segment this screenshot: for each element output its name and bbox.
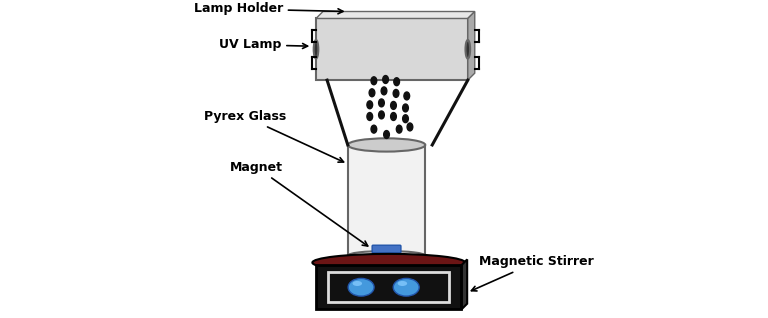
Ellipse shape (402, 115, 409, 123)
Ellipse shape (384, 131, 389, 138)
Bar (316, 18, 468, 80)
Ellipse shape (398, 281, 407, 286)
Bar (348, 145, 425, 256)
Ellipse shape (379, 111, 384, 119)
Ellipse shape (402, 104, 409, 112)
Ellipse shape (371, 77, 377, 85)
Polygon shape (462, 259, 467, 309)
Ellipse shape (369, 89, 375, 97)
Polygon shape (316, 11, 475, 18)
Ellipse shape (353, 281, 362, 286)
Ellipse shape (407, 123, 412, 131)
Ellipse shape (371, 125, 377, 133)
Ellipse shape (313, 40, 318, 59)
Ellipse shape (381, 87, 387, 95)
Ellipse shape (367, 113, 372, 121)
Ellipse shape (313, 254, 465, 271)
Ellipse shape (404, 92, 409, 100)
Ellipse shape (393, 89, 399, 97)
Polygon shape (468, 11, 475, 80)
Ellipse shape (391, 101, 396, 109)
Text: UV Lamp: UV Lamp (219, 38, 307, 51)
Ellipse shape (391, 113, 396, 121)
Ellipse shape (382, 76, 389, 83)
FancyBboxPatch shape (372, 245, 401, 253)
Text: Pyrex Glass: Pyrex Glass (204, 110, 343, 162)
Ellipse shape (396, 125, 402, 133)
Ellipse shape (379, 99, 384, 107)
Ellipse shape (367, 101, 372, 109)
Bar (328, 272, 449, 302)
Text: Magnet: Magnet (230, 161, 368, 246)
Text: Magnetic Stirrer: Magnetic Stirrer (472, 255, 594, 291)
Text: Lamp Holder: Lamp Holder (194, 3, 343, 16)
Bar (316, 265, 462, 309)
Ellipse shape (348, 138, 425, 152)
Ellipse shape (348, 278, 374, 296)
Ellipse shape (465, 40, 470, 59)
Ellipse shape (393, 278, 419, 296)
Ellipse shape (394, 78, 399, 86)
Ellipse shape (348, 251, 425, 260)
